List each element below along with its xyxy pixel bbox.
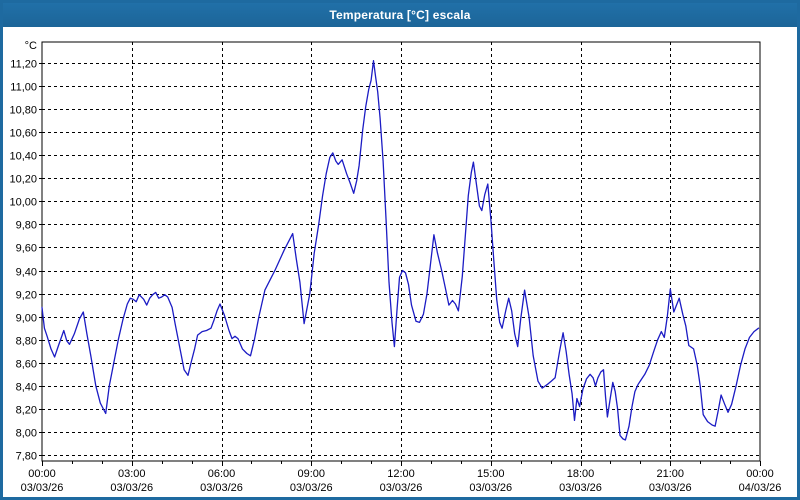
y-tick-label: 8,40 [16, 382, 37, 394]
y-tick-label: 9,60 [16, 243, 37, 255]
y-tick-label: 9,20 [16, 290, 37, 302]
x-tick-date-label: 03/03/26 [200, 482, 243, 494]
y-tick-label: 9,40 [16, 267, 37, 279]
y-tick-label: 11,20 [10, 59, 37, 71]
y-tick-label: 8,00 [16, 428, 37, 440]
y-tick-label: 9,80 [16, 220, 37, 232]
x-tick-date-label: 03/03/26 [649, 482, 692, 494]
x-tick-date-label: 04/03/26 [739, 482, 782, 494]
y-tick-label: 8,60 [16, 359, 37, 371]
x-tick-date-label: 03/03/26 [559, 482, 602, 494]
x-tick-date-label: 03/03/26 [290, 482, 333, 494]
x-tick-time-label: 00:00 [746, 468, 774, 480]
y-axis-unit-label: °C [25, 40, 37, 52]
x-tick-date-label: 03/03/26 [380, 482, 423, 494]
x-tick-time-label: 21:00 [656, 468, 684, 480]
x-tick-time-label: 03:00 [118, 468, 146, 480]
x-tick-time-label: 00:00 [28, 468, 56, 480]
y-tick-label: 9,00 [16, 313, 37, 325]
y-tick-label: 10,40 [9, 151, 37, 163]
window-title: Temperatura [°C] escala [329, 8, 471, 22]
x-tick-time-label: 09:00 [297, 468, 325, 480]
temperature-series-line [41, 60, 760, 441]
x-tick-time-label: 18:00 [567, 468, 595, 480]
x-tick-time-label: 06:00 [208, 468, 236, 480]
x-tick-date-label: 03/03/26 [21, 482, 64, 494]
y-tick-label: 10,00 [9, 197, 37, 209]
x-tick-date-label: 03/03/26 [469, 482, 512, 494]
temperature-line-chart: 7,80 8,00 8,20 8,40 8,60 8,80 9,00 9,20 9,40 9,60… [9, 40, 782, 494]
x-tick-time-label: 12:00 [387, 468, 415, 480]
x-tick-date-label: 03/03/26 [110, 482, 153, 494]
x-tick-time-label: 15:00 [477, 468, 505, 480]
y-tick-label: 10,80 [9, 105, 37, 117]
y-tick-label: 10,60 [9, 128, 37, 140]
y-tick-label: 8,80 [16, 336, 37, 348]
window-titlebar[interactable]: Temperatura [°C] escala [3, 3, 797, 27]
y-tick-label: 8,20 [16, 405, 37, 417]
y-tick-label: 10,20 [9, 174, 37, 186]
y-tick-label: 7,80 [16, 451, 37, 463]
y-tick-label: 11,00 [10, 82, 37, 94]
chart-area: 7,80 8,00 8,20 8,40 8,60 8,80 9,00 9,20 9,40 9,60… [3, 27, 797, 497]
